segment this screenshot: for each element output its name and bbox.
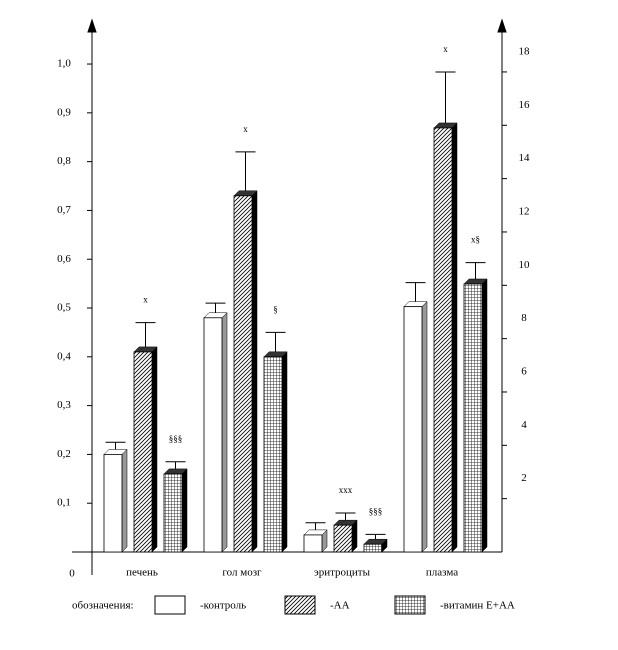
legend-label: -витамин Е+АА [440, 600, 515, 612]
significance-marker: x [143, 295, 148, 305]
bar-side [151, 346, 158, 553]
legend-swatch [154, 595, 186, 615]
y-tick-label: 0,8 [57, 155, 71, 167]
y-tick-label: 1,0 [57, 58, 71, 70]
y-tick-label: 0,2 [57, 448, 71, 460]
error-bar [105, 441, 126, 450]
left-arrow [87, 18, 97, 33]
y2-tick-label: 10 [519, 259, 531, 271]
significance-marker: x§ [471, 235, 480, 245]
bar-front [233, 195, 253, 553]
legend-label: -контроль [200, 600, 246, 612]
bar [163, 468, 188, 553]
y-tick-label: 0,5 [57, 302, 71, 314]
bar-front [103, 454, 123, 553]
bar [263, 351, 288, 553]
bar-side [181, 468, 188, 553]
y-tick-label: 0,4 [57, 350, 71, 362]
bar-front [263, 356, 283, 553]
legend-swatch [284, 595, 316, 615]
error-bar [365, 533, 386, 540]
y2-tick-label: 16 [519, 99, 531, 111]
error-bar [265, 331, 286, 352]
significance-marker: x [243, 124, 248, 134]
y2-tick-label: 18 [519, 45, 531, 57]
bar [303, 529, 328, 553]
bar [363, 538, 388, 553]
bar-side [421, 301, 428, 553]
significance-marker: xxx [339, 485, 353, 495]
bar [203, 312, 228, 553]
bar [233, 190, 258, 553]
bar-front [133, 351, 153, 553]
bar-side [121, 448, 128, 553]
significance-marker: x [443, 44, 448, 54]
y2-tick-label: 4 [521, 419, 527, 431]
error-bar [135, 322, 156, 347]
y2-tick-label: 14 [519, 152, 531, 164]
y-tick-label: 0,3 [57, 399, 71, 411]
error-bar [335, 512, 356, 521]
significance-marker: §§§ [169, 434, 183, 444]
bar-front [463, 283, 483, 553]
y-tick-label: 0 [69, 568, 75, 580]
bar-side [251, 190, 258, 553]
bar-front [163, 473, 183, 553]
bar-front [403, 306, 423, 553]
bar-side [481, 278, 488, 553]
y-tick-label: 0,9 [57, 106, 71, 118]
error-bar [405, 282, 426, 302]
bar-front [203, 317, 223, 553]
bar-side [451, 122, 458, 553]
bar [333, 519, 358, 553]
error-bar [235, 151, 256, 191]
y-tick-label: 0,7 [57, 204, 71, 216]
bar [403, 301, 428, 553]
bar-front [333, 524, 353, 553]
significance-marker: §§§ [369, 506, 383, 516]
bar [433, 122, 458, 553]
legend-label: -АА [330, 600, 350, 612]
significance-marker: § [273, 304, 278, 314]
y2-tick-label: 12 [519, 205, 530, 217]
bar [463, 278, 488, 553]
error-bar [305, 522, 326, 530]
legend-title: обозначения: [72, 600, 134, 612]
x-tick-label: плазма [426, 567, 458, 579]
y2-tick-label: 8 [521, 312, 527, 324]
bar-side [351, 519, 358, 553]
x-tick-label: печень [126, 567, 158, 579]
y-tick-label: 0,1 [57, 497, 71, 509]
right-arrow [497, 18, 507, 33]
bar-front [433, 127, 453, 553]
bar-front [303, 534, 323, 553]
x-tick-label: гол мозг [222, 567, 262, 579]
bar [103, 448, 128, 553]
error-bar [465, 262, 486, 279]
bar-side [221, 312, 228, 553]
bar-side [281, 351, 288, 553]
bar-front [363, 543, 383, 553]
error-bar [165, 461, 186, 469]
y2-tick-label: 6 [521, 366, 527, 378]
error-bar [435, 71, 456, 123]
legend-swatch [394, 595, 426, 615]
error-bar [205, 302, 226, 313]
bar [133, 346, 158, 553]
x-tick-label: эритроциты [314, 567, 371, 579]
y2-tick-label: 2 [521, 472, 527, 484]
y-tick-label: 0,6 [57, 253, 71, 265]
